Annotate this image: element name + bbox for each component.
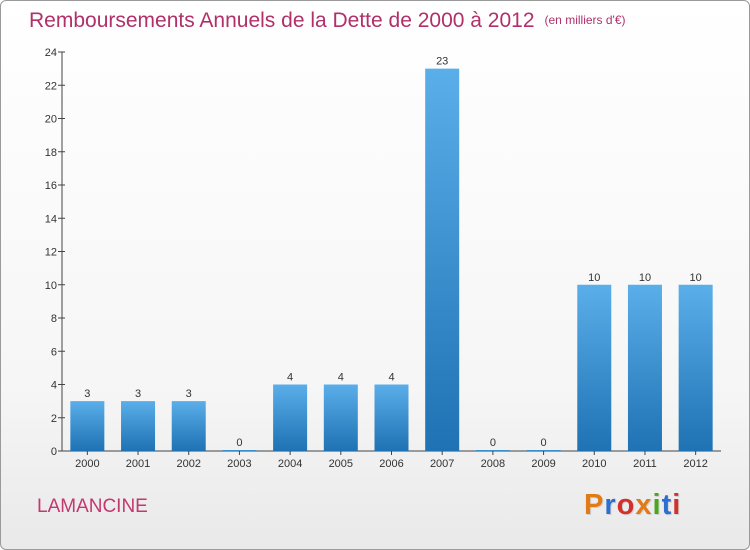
data-label-2005: 4 (338, 372, 344, 384)
commune-name: LAMANCINE (37, 496, 148, 517)
brand-letter: i (672, 489, 682, 521)
x-tick-label: 2008 (481, 458, 505, 470)
y-tick-label: 4 (51, 380, 57, 392)
y-tick-label: 20 (45, 114, 57, 126)
bar-2002 (171, 401, 206, 451)
y-tick-label: 22 (45, 80, 57, 92)
y-tick-label: 10 (45, 280, 57, 292)
x-tick-label: 2001 (126, 458, 150, 470)
brand-letter: t (661, 489, 673, 521)
data-label-2006: 4 (388, 372, 394, 384)
x-tick-label: 2009 (531, 458, 555, 470)
bar-2009 (526, 450, 561, 451)
data-label-2003: 0 (236, 437, 242, 449)
x-tick-label: 2006 (379, 458, 403, 470)
data-label-2011: 10 (639, 272, 651, 284)
data-label-2010: 10 (588, 272, 600, 284)
data-label-2012: 10 (690, 272, 702, 284)
data-label-2000: 3 (84, 388, 90, 400)
bars: 3 3 3 0 4 4 4 23 0 0 10 10 10 (70, 56, 713, 451)
y-tick-label: 6 (51, 346, 57, 358)
data-label-2002: 3 (186, 388, 192, 400)
bar-2003 (222, 450, 257, 451)
brand-letter: x (635, 489, 653, 521)
x-tick-label: 2002 (176, 458, 200, 470)
brand-letter: P (584, 489, 605, 521)
y-tick-label: 18 (45, 147, 57, 159)
bar-2005 (323, 384, 358, 451)
chart-subtitle: (en milliers d'€) (544, 13, 626, 27)
bar-2008 (475, 450, 510, 451)
bar-2012 (678, 284, 713, 451)
brand-letter: r (604, 489, 617, 521)
x-tick-label: 2005 (329, 458, 353, 470)
data-label-2007: 23 (436, 56, 448, 68)
data-label-2009: 0 (541, 437, 547, 449)
chart-title: Remboursements Annuels de la Dette de 20… (29, 9, 626, 33)
x-tick-label: 2004 (278, 458, 302, 470)
x-tick-label: 2000 (75, 458, 99, 470)
y-tick-label: 12 (45, 247, 57, 259)
x-tick-label: 2007 (430, 458, 454, 470)
bar-2010 (577, 284, 612, 451)
y-tick-label: 8 (51, 313, 57, 325)
x-tick-label: 2012 (683, 458, 707, 470)
y-tick-label: 16 (45, 180, 57, 192)
bar-2006 (374, 384, 409, 451)
y-tick-label: 0 (51, 446, 57, 458)
bar-2004 (273, 384, 308, 451)
brand-letter: o (616, 489, 636, 521)
data-label-2004: 4 (287, 372, 293, 384)
x-tick-label: 2011 (633, 458, 657, 470)
bar-2007 (425, 68, 460, 451)
brand-letter: i (652, 489, 662, 521)
proxiti-logo: Proxiti (584, 489, 681, 522)
y-tick-label: 2 (51, 413, 57, 425)
bar-2001 (121, 401, 156, 451)
x-ticks: 2000 2001 2002 2003 2004 2005 2006 2007 2008 2009… (75, 451, 708, 470)
chart-title-text: Remboursements Annuels de la Dette de 20… (29, 9, 535, 32)
bar-2000 (70, 401, 105, 451)
data-label-2001: 3 (135, 388, 141, 400)
bar-2011 (627, 284, 662, 451)
y-tick-label: 24 (45, 47, 57, 59)
y-tick-label: 14 (45, 213, 57, 225)
x-tick-label: 2010 (582, 458, 606, 470)
x-tick-label: 2003 (227, 458, 251, 470)
data-label-2008: 0 (490, 437, 496, 449)
